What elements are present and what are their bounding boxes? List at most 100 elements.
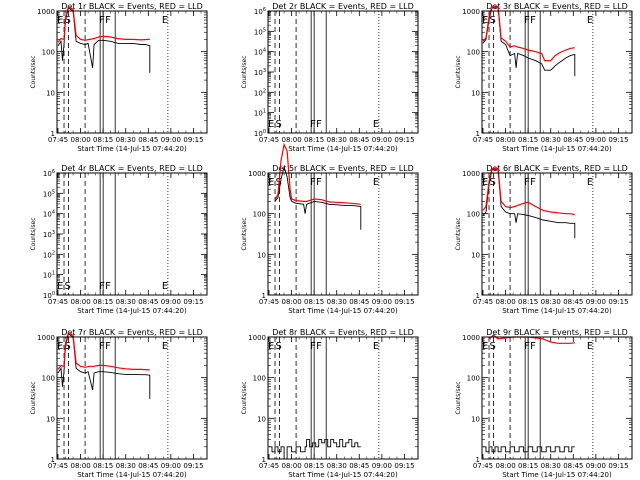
x-tick-label: 08:00 [70,462,90,470]
marker-label-E-end: E [587,15,593,26]
marker-label-E: E [57,281,63,292]
y-tick-label: 1 [476,456,480,464]
x-tick-label: 09:15 [183,136,203,144]
x-tick-label: 07:45 [259,298,279,306]
series-line-lld [482,167,575,216]
y-axis-label: Counts/sec [30,55,37,88]
y-tick-label: 1000 [462,334,480,342]
x-tick-label: 08:30 [541,298,561,306]
x-tick-label: 08:00 [70,298,90,306]
y-tick-label: 103 [43,230,55,239]
y-tick-label: 1000 [248,170,266,178]
x-tick-label: 09:15 [608,136,628,144]
x-axis-label: Start Time (14-Jul-15 07:44:20) [502,307,612,315]
marker-label-F: F [530,15,536,26]
y-tick-label: 102 [254,88,266,97]
y-tick-label: 1 [476,130,480,138]
y-axis-label: Counts/sec [241,55,248,88]
x-tick-label: 07:45 [48,298,68,306]
y-tick-label: 10 [471,415,480,423]
y-tick-label: 103 [254,68,266,77]
x-tick-label: 07:45 [473,136,493,144]
y-tick-label: 106 [43,169,55,178]
y-tick-label: 105 [254,27,266,36]
x-tick-label: 08:30 [541,462,561,470]
x-tick-label: 08:30 [116,136,136,144]
y-axis-label: Counts/sec [455,381,462,414]
x-tick-label: 08:45 [349,298,369,306]
x-tick-label: 09:00 [372,136,392,144]
plot-frame [267,336,419,460]
y-axis-label: Counts/sec [455,55,462,88]
x-tick-label: 08:15 [304,136,324,144]
x-tick-label: 08:00 [281,298,301,306]
marker-label-F: F [316,119,322,130]
y-tick-label: 104 [254,48,266,57]
y-tick-label: 100 [467,375,480,383]
marker-label-S: S [276,119,282,130]
x-tick-label: 09:15 [394,462,414,470]
x-tick-label: 08:30 [327,462,347,470]
y-tick-label: 10 [257,415,266,423]
y-axis-label: Counts/sec [241,217,248,250]
y-tick-label: 1000 [462,8,480,16]
x-tick-label: 09:00 [586,298,606,306]
x-tick-label: 08:15 [304,462,324,470]
x-tick-label: 08:45 [563,136,583,144]
chart-title: Det 6r BLACK = Events, RED = LLD [486,164,628,173]
marker-label-S: S [490,341,496,352]
marker-label-E-end: E [587,341,593,352]
chart-title: Det 5r BLACK = Events, RED = LLD [272,164,414,173]
chart-title: Det 3r BLACK = Events, RED = LLD [486,2,628,11]
plot-frame [267,10,419,134]
x-tick-label: 07:45 [259,136,279,144]
marker-label-F: F [524,341,530,352]
chart-title: Det 8r BLACK = Events, RED = LLD [272,328,414,337]
marker-label-E-end: E [162,15,168,26]
series-line-events [482,7,576,77]
marker-label-F: F [105,281,111,292]
y-tick-label: 101 [43,271,55,280]
marker-label-F: F [310,119,316,130]
x-tick-label: 07:45 [473,298,493,306]
marker-label-E: E [482,177,488,188]
y-tick-label: 10 [257,251,266,259]
x-tick-label: 09:15 [183,462,203,470]
x-tick-label: 08:15 [93,462,113,470]
x-axis-label: Start Time (14-Jul-15 07:44:20) [502,471,612,479]
plot-frame [267,172,419,296]
y-axis-label: Counts/sec [455,217,462,250]
chart-title: Det 7r BLACK = Events, RED = LLD [61,328,203,337]
plot-frame [56,10,208,134]
x-tick-label: 08:00 [495,136,515,144]
y-tick-label: 1 [262,292,266,300]
x-tick-label: 08:45 [138,136,158,144]
y-tick-label: 100 [467,211,480,219]
y-tick-label: 101 [254,109,266,118]
x-tick-label: 09:15 [394,136,414,144]
chart-title: Det 9r BLACK = Events, RED = LLD [486,328,628,337]
x-tick-label: 08:15 [93,298,113,306]
x-tick-label: 08:15 [518,136,538,144]
marker-label-E-end: E [162,281,168,292]
marker-label-E: E [57,15,63,26]
y-tick-label: 100 [253,211,266,219]
y-tick-label: 105 [43,189,55,198]
x-tick-label: 09:00 [372,298,392,306]
y-tick-label: 10 [471,89,480,97]
x-tick-label: 09:00 [586,136,606,144]
x-tick-label: 09:15 [183,298,203,306]
x-tick-label: 08:45 [563,298,583,306]
y-tick-label: 100 [42,375,55,383]
marker-label-F: F [316,177,322,188]
marker-label-E-end: E [373,119,379,130]
x-axis-label: Start Time (14-Jul-15 07:44:20) [502,145,612,153]
plot-frame [481,172,633,296]
x-axis-label: Start Time (14-Jul-15 07:44:20) [77,471,187,479]
plot-frame [56,336,208,460]
marker-label-E: E [268,177,274,188]
x-tick-label: 09:15 [608,462,628,470]
chart-title: Det 4r BLACK = Events, RED = LLD [61,164,203,173]
